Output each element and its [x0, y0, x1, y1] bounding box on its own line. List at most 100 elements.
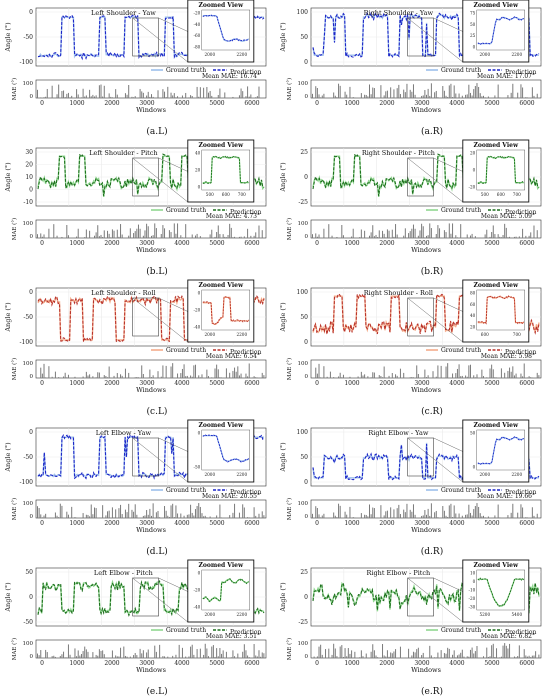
mae-bar — [164, 656, 166, 658]
zoom-y-tick-label: -40 — [194, 325, 201, 330]
x-tick-label: 3000 — [414, 380, 429, 387]
mae-bar — [141, 91, 143, 98]
mae-bar — [365, 653, 367, 658]
zoom-y-tick-label: 20 — [470, 325, 476, 330]
zoom-connector — [132, 297, 188, 343]
mae-bar — [37, 234, 38, 238]
mae-bar — [66, 377, 68, 378]
y-axis-label: Angle (°) — [4, 22, 12, 53]
mae-bar — [203, 87, 205, 98]
x-tick-label: 2000 — [104, 520, 119, 527]
mean-mae-label: Mean MAE: 20.55° — [202, 493, 260, 500]
mae-bar — [107, 511, 109, 518]
mae-bar — [51, 85, 53, 98]
mae-bar — [526, 517, 528, 518]
mae-bar — [100, 650, 102, 658]
mae-bar — [530, 377, 532, 378]
mae-bar — [466, 94, 468, 98]
x-tick-label: 0 — [40, 100, 44, 107]
x-tick-label: 6000 — [244, 380, 259, 387]
x-tick-label: 1000 — [69, 380, 84, 387]
y-tick-label: 100 — [297, 9, 309, 16]
mae-bar — [469, 92, 471, 98]
mae-bar — [243, 236, 245, 238]
mae-bar — [396, 88, 398, 98]
mae-bar — [334, 95, 336, 98]
x-axis-label: Windows — [136, 386, 166, 394]
mae-bar — [258, 225, 260, 238]
mae-bar — [133, 233, 135, 238]
mae-bar — [383, 366, 385, 378]
mae-bar — [352, 97, 354, 98]
zoom-x-tick-label: 700 — [238, 192, 246, 197]
zoom-connector — [407, 17, 463, 63]
x-tick-label: 4000 — [174, 240, 189, 247]
x-tick-label: 6000 — [244, 660, 259, 667]
mae-bar — [388, 230, 390, 238]
mae-bar — [164, 506, 166, 518]
mae-bar — [136, 228, 138, 238]
mae-bar — [102, 96, 104, 98]
mae-bar — [63, 651, 65, 658]
mae-bar — [538, 375, 540, 378]
mae-bar — [520, 504, 522, 518]
mae-bar — [208, 376, 209, 378]
mae-bar — [167, 86, 169, 98]
mae-bar — [134, 96, 136, 98]
mae-bar — [349, 376, 351, 378]
zoom-y-tick-label: 20 — [195, 168, 201, 173]
mae-y-tick-label: 0 — [30, 374, 34, 380]
mae-bar — [253, 507, 255, 518]
mae-bar — [430, 228, 432, 238]
mae-bar — [318, 363, 320, 378]
mae-bar — [497, 234, 499, 238]
mae-y-axis-label: MAE (°) — [11, 78, 18, 100]
mae-bar — [318, 234, 320, 238]
mae-bar — [216, 364, 218, 378]
mae-bar — [100, 234, 102, 238]
mae-bar — [412, 377, 414, 378]
mae-bar — [443, 510, 445, 518]
x-tick-label: 1000 — [344, 520, 359, 527]
mae-bar — [102, 650, 104, 658]
x-axis-label: Windows — [136, 246, 166, 254]
mae-bar — [258, 650, 260, 658]
mae-bar — [234, 367, 236, 378]
mae-bar — [460, 224, 462, 238]
legend-ground-truth-label: Ground truth — [441, 487, 481, 494]
y-axis-label: Angle (°) — [4, 442, 12, 473]
mae-bar — [380, 85, 382, 98]
mae-bar — [328, 224, 330, 238]
mae-bar — [199, 236, 201, 238]
mae-bar — [347, 648, 349, 658]
mae-bar — [422, 95, 424, 98]
mae-bar — [372, 372, 374, 378]
mae-bar — [224, 236, 226, 238]
mae-bar — [147, 226, 149, 238]
mae-bar — [452, 223, 454, 238]
mae-bar — [155, 228, 157, 238]
mae-bar — [221, 653, 223, 658]
mae-bar — [97, 225, 99, 238]
x-axis-label: Windows — [136, 666, 166, 674]
mae-y-tick-label: 0 — [30, 514, 34, 520]
mae-bar — [421, 95, 423, 98]
mae-bar — [494, 95, 496, 98]
mae-bar — [487, 96, 489, 98]
zoom-y-tick-label: -20 — [194, 588, 201, 593]
mae-bar — [243, 644, 245, 658]
mae-bar — [76, 89, 78, 98]
mae-bar — [76, 236, 78, 238]
mae-bar — [178, 644, 180, 658]
x-tick-label: 5000 — [484, 660, 499, 667]
mae-bar — [339, 646, 341, 658]
mae-bar — [388, 375, 390, 378]
legend-ground-truth-label: Ground truth — [441, 207, 481, 214]
y-tick-label: 0 — [304, 339, 308, 346]
y-tick-label: -100 — [20, 339, 34, 346]
x-tick-label: 6000 — [244, 520, 259, 527]
mae-bar — [507, 370, 509, 378]
mae-bar — [334, 515, 336, 518]
mae-bar — [181, 368, 183, 378]
